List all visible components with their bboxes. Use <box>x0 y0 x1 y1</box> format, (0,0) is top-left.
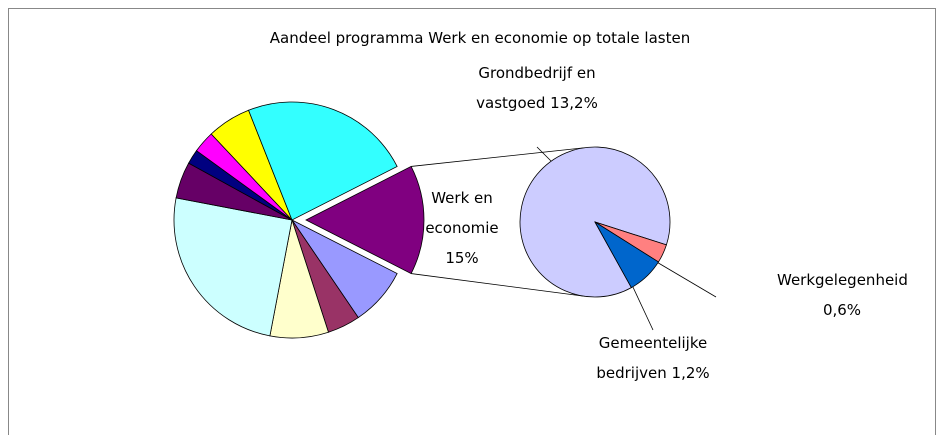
label-name: Werk en economie <box>425 189 499 237</box>
pie-slice <box>173 197 293 337</box>
leader-line <box>536 146 553 163</box>
leader-line <box>631 284 654 331</box>
data-label: Gemeentelijke bedrijven 1,2% <box>573 328 733 388</box>
pie-slice <box>248 101 398 221</box>
label-value: 1,2% <box>671 364 710 382</box>
connector-line <box>411 147 585 167</box>
connector-line <box>411 273 585 297</box>
label-value: 13,2% <box>550 94 598 112</box>
data-label-text: Gemeentelijke bedrijven 1,2% <box>573 328 733 388</box>
label-value: 15% <box>445 249 479 267</box>
data-label-text: Werkgelegenheid 0,6% <box>777 265 907 325</box>
leader-line <box>654 260 717 298</box>
data-label: Werk en economie 15% <box>422 183 502 273</box>
chart-title: Aandeel programma Werk en economie op to… <box>270 29 690 47</box>
chart-frame <box>8 8 936 435</box>
data-label: Werkgelegenheid 0,6% <box>777 265 907 325</box>
data-label-text: Werk en economie 15% <box>422 183 502 273</box>
data-label: Grondbedrijf en vastgoed 13,2% <box>467 58 607 118</box>
pie-slice <box>594 221 660 289</box>
label-name: Werkgelegenheid <box>777 271 907 289</box>
label-value: 0,6% <box>822 301 862 319</box>
data-label-text: Grondbedrijf en vastgoed 13,2% <box>467 58 607 118</box>
pie-slice <box>305 165 425 275</box>
label-name: Grondbedrijf en vastgoed <box>476 64 596 112</box>
label-name: Gemeentelijke bedrijven <box>596 334 708 382</box>
